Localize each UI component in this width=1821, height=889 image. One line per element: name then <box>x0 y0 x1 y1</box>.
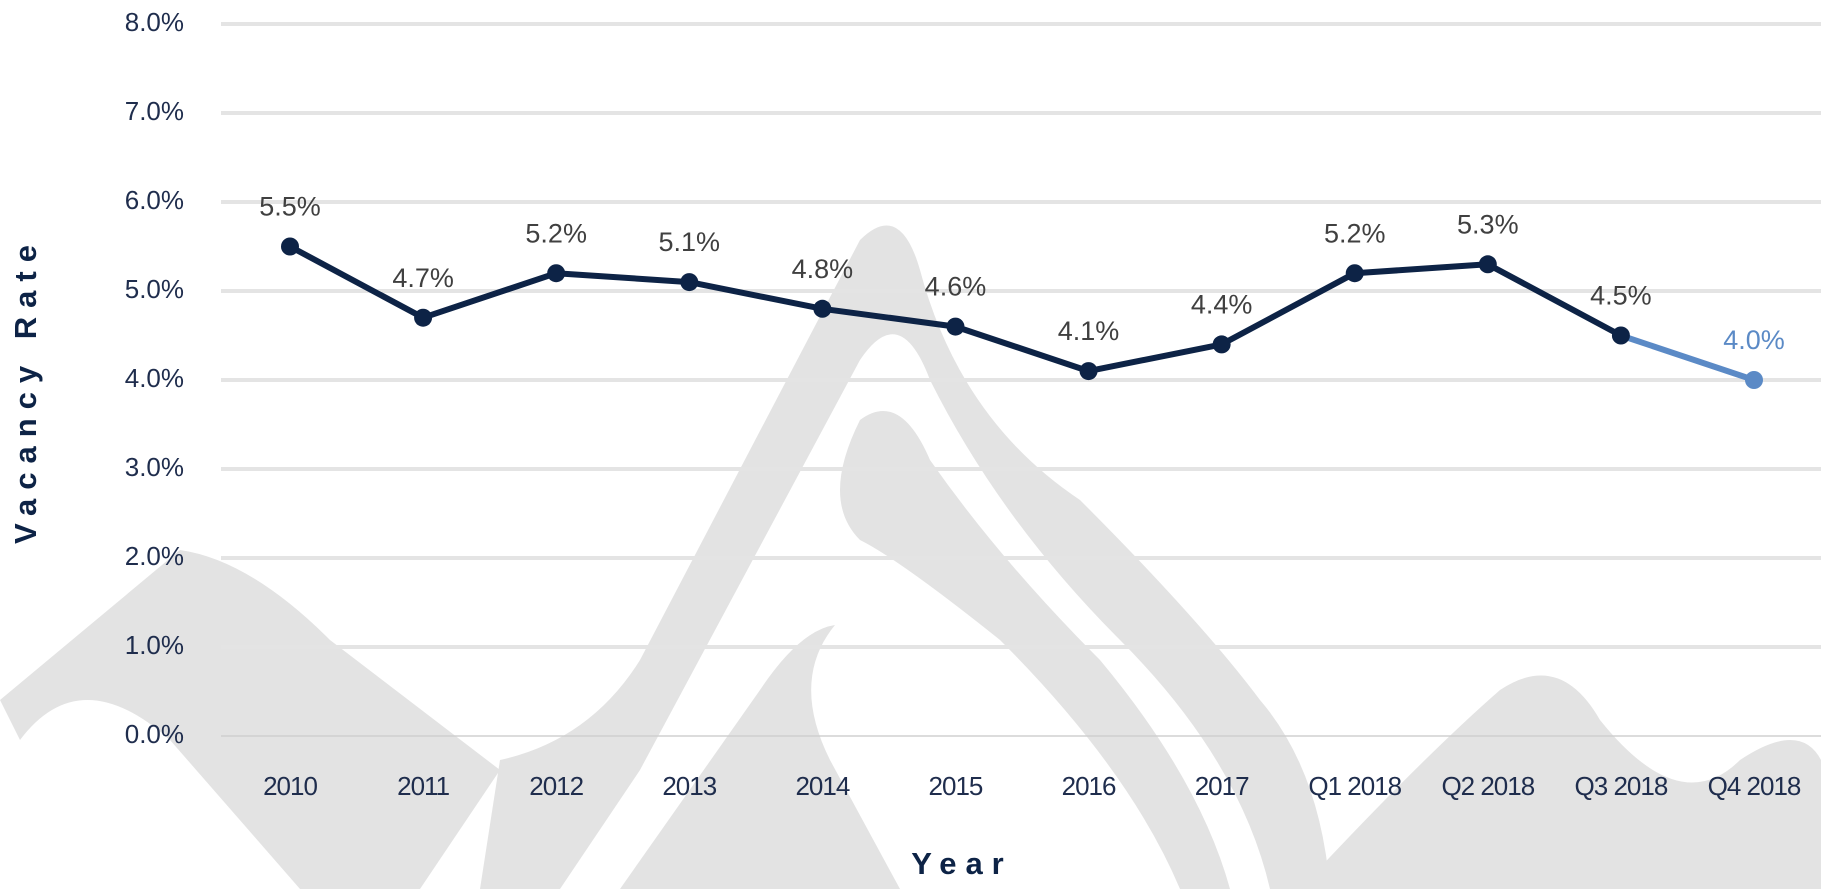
y-tick-label: 2.0% <box>125 541 184 571</box>
point <box>547 264 565 282</box>
point <box>1080 362 1098 380</box>
line <box>290 247 1621 372</box>
x-tick-label: Q3 2018 <box>1575 771 1668 801</box>
x-tick-label: 2017 <box>1195 771 1249 801</box>
point <box>281 238 299 256</box>
point <box>1346 264 1364 282</box>
point <box>1479 255 1497 273</box>
point <box>1612 327 1630 345</box>
data-label: 4.5% <box>1590 281 1652 311</box>
data-label: 4.8% <box>792 254 854 284</box>
data-label: 4.4% <box>1191 290 1253 320</box>
x-tick-label: 2012 <box>529 771 583 801</box>
y-tick-label: 7.0% <box>125 96 184 126</box>
data-label: 5.1% <box>658 227 720 257</box>
point <box>946 318 964 336</box>
x-tick-label: Q1 2018 <box>1308 771 1401 801</box>
y-tick-label: 8.0% <box>125 7 184 37</box>
data-label: 4.7% <box>392 263 454 293</box>
point <box>680 273 698 291</box>
data-label: 4.1% <box>1058 316 1120 346</box>
x-tick-label: Q2 2018 <box>1441 771 1534 801</box>
y-axis-title: Vacancy Rate <box>8 236 43 544</box>
y-tick-label: 1.0% <box>125 630 184 660</box>
point <box>414 309 432 327</box>
y-tick-label: 3.0% <box>125 452 184 482</box>
x-axis-title: Year <box>911 846 1013 881</box>
x-tick-label: Q4 2018 <box>1708 771 1801 801</box>
y-tick-label: 0.0% <box>125 719 184 749</box>
x-tick-label: 2016 <box>1062 771 1116 801</box>
point <box>1745 371 1763 389</box>
y-tick-label: 6.0% <box>125 185 184 215</box>
x-tick-label: 2011 <box>397 771 449 801</box>
data-label: 5.2% <box>525 218 587 248</box>
x-tick-label: 2010 <box>263 771 317 801</box>
point <box>813 300 831 318</box>
y-tick-label: 5.0% <box>125 274 184 304</box>
x-tick-label: 2015 <box>929 771 983 801</box>
x-tick-label: 2013 <box>662 771 716 801</box>
x-tick-label: 2014 <box>795 771 849 801</box>
chart: 0.0% 1.0% 2.0% 3.0% 4.0% 5.0% 6.0% 7.0% 8.0% 2010… <box>0 0 1821 889</box>
data-label: 5.5% <box>259 192 321 222</box>
point <box>1213 335 1231 353</box>
data-label: 4.0% <box>1723 325 1785 355</box>
data-label: 4.6% <box>925 272 987 302</box>
data-label: 5.2% <box>1324 218 1386 248</box>
y-tick-label: 4.0% <box>125 363 184 393</box>
data-label: 5.3% <box>1457 209 1519 239</box>
